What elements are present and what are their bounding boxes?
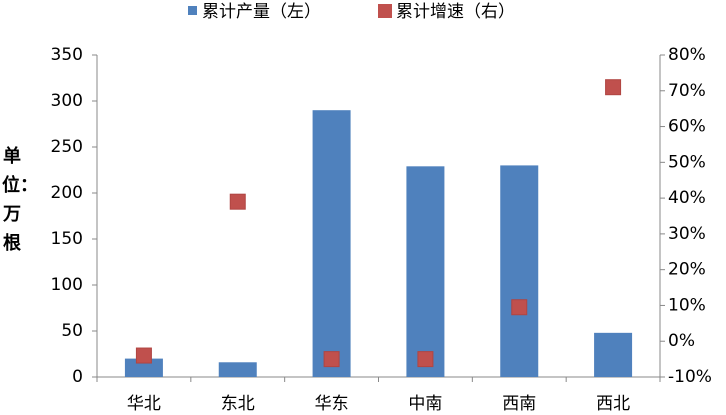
y2-tick-label: 50% <box>668 152 706 172</box>
bar <box>218 362 257 377</box>
bar <box>124 358 163 377</box>
y-tick-label: 300 <box>51 91 83 111</box>
y2-tick-label: -10% <box>668 367 712 387</box>
marker <box>135 347 152 364</box>
marker <box>323 351 340 368</box>
y-tick-label: 50 <box>61 321 83 341</box>
y2-tick-label: 80% <box>668 45 706 65</box>
y2-tick-label: 30% <box>668 224 706 244</box>
legend-label: 累计增速（右） <box>396 2 515 22</box>
marker <box>229 193 246 210</box>
y2-tick-label: 60% <box>668 117 706 137</box>
x-tick-label: 华北 <box>127 394 161 414</box>
x-tick-label: 中南 <box>408 394 442 414</box>
y2-tick-label: 10% <box>668 295 706 315</box>
bar <box>406 166 445 377</box>
marker <box>511 299 528 316</box>
bar <box>500 165 539 377</box>
legend-swatch <box>188 6 197 15</box>
y-tick-label: 350 <box>51 45 83 65</box>
y-tick-label: 250 <box>51 137 83 157</box>
x-tick-label: 西北 <box>596 394 630 414</box>
y-tick-label: 150 <box>51 229 83 249</box>
legend-swatch <box>378 4 392 18</box>
legend-label: 累计产量（左） <box>202 2 321 22</box>
marker <box>605 79 622 96</box>
bar <box>312 110 351 377</box>
y2-tick-label: 70% <box>668 81 706 101</box>
y2-tick-label: 20% <box>668 260 706 280</box>
y-tick-label: 200 <box>51 183 83 203</box>
bar <box>594 332 633 377</box>
y-tick-label: 100 <box>51 275 83 295</box>
y2-tick-label: 40% <box>668 188 706 208</box>
x-tick-label: 西南 <box>502 394 536 414</box>
x-tick-label: 东北 <box>221 394 255 414</box>
y-axis-label: 单位：万根 <box>2 146 38 254</box>
x-tick-label: 华东 <box>315 394 349 414</box>
marker <box>417 351 434 368</box>
y-tick-label: 0 <box>72 367 83 387</box>
y2-tick-label: 0% <box>668 331 695 351</box>
